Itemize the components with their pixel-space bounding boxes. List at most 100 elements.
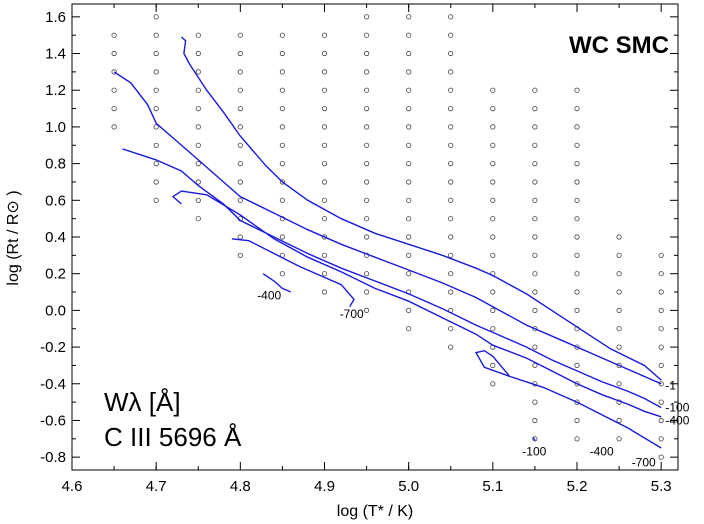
grid-point (111, 106, 117, 112)
grid-point (658, 381, 664, 387)
grid-point (532, 417, 538, 424)
grid-point (111, 87, 117, 93)
contour-label: -1 (665, 379, 676, 393)
grid-point (658, 326, 664, 332)
grid-point (153, 87, 159, 93)
grid-point (195, 142, 201, 148)
grid-point (616, 234, 622, 240)
grid-point (279, 50, 285, 57)
grid-point (616, 381, 622, 387)
grid-point (321, 289, 328, 295)
grid-point (237, 161, 243, 167)
grid-point (448, 87, 454, 93)
grid-point (279, 32, 285, 38)
grid-point (279, 271, 285, 277)
grid-point (363, 271, 370, 277)
x-tick-label: 5.1 (482, 478, 503, 495)
grid-point (532, 399, 538, 405)
grid-point (195, 179, 201, 185)
x-tick-label: 4.6 (62, 478, 83, 495)
grid-point (363, 289, 370, 295)
grid-point (574, 307, 580, 313)
grid-point (237, 69, 243, 75)
grid-point (616, 252, 622, 258)
grid-point (363, 87, 370, 93)
grid-point (153, 106, 159, 112)
grid-point (321, 271, 328, 277)
grid-point (490, 161, 496, 167)
grid-point (490, 289, 496, 295)
grid-point (237, 142, 243, 148)
grid-point (448, 271, 454, 277)
grid-point (406, 106, 412, 112)
grid-point (321, 69, 328, 75)
model-grid-points (111, 14, 664, 460)
grid-point (490, 381, 496, 387)
contour-label: -400 (665, 414, 689, 428)
contour-line (180, 36, 662, 381)
grid-point (532, 362, 538, 368)
grid-point (448, 50, 454, 57)
grid-point (574, 216, 580, 222)
grid-point (279, 69, 285, 75)
grid-point (532, 252, 538, 258)
grid-point (490, 124, 496, 130)
grid-point (616, 436, 622, 442)
grid-point (490, 362, 496, 368)
grid-point (448, 124, 454, 130)
grid-point (363, 106, 370, 112)
grid-point (532, 289, 538, 295)
x-tick-label: 4.8 (230, 478, 251, 495)
y-tick-label: -0.6 (40, 412, 66, 429)
grid-point (616, 362, 622, 368)
contour-line (122, 148, 662, 409)
grid-point (237, 124, 243, 130)
grid-point (574, 344, 580, 350)
grid-point (448, 216, 454, 222)
grid-point (574, 87, 580, 93)
grid-point (153, 14, 159, 20)
grid-point (406, 142, 412, 148)
grid-point (658, 344, 664, 350)
grid-point (658, 271, 664, 277)
x-tick-label: 4.9 (314, 478, 335, 495)
y-tick-label: 1.4 (45, 46, 66, 63)
contour-line (171, 190, 662, 418)
grid-point (448, 197, 454, 203)
grid-point (321, 234, 328, 240)
grid-point (574, 161, 580, 167)
grid-point (237, 50, 243, 57)
grid-point (490, 179, 496, 185)
grid-point (658, 436, 664, 442)
grid-point (153, 179, 159, 185)
grid-point (532, 326, 538, 332)
grid-point (321, 179, 328, 185)
grid-point (237, 234, 243, 240)
grid-point (448, 161, 454, 167)
grid-point (406, 69, 412, 75)
grid-point (532, 179, 538, 185)
grid-point (406, 252, 412, 258)
grid-point (658, 307, 664, 313)
grid-point (616, 417, 622, 424)
grid-point (279, 197, 285, 203)
contour-label: -100 (665, 401, 689, 415)
grid-point (490, 252, 496, 258)
grid-point (237, 32, 243, 38)
grid-point (363, 14, 370, 20)
grid-point (406, 307, 412, 313)
grid-point (111, 50, 117, 57)
grid-point (406, 197, 412, 203)
grid-point (574, 289, 580, 295)
y-tick-label: 0.0 (45, 302, 66, 319)
grid-point (321, 87, 328, 93)
grid-point (574, 234, 580, 240)
grid-point (574, 271, 580, 277)
grid-point (195, 32, 201, 38)
contour-label: -100 (522, 445, 546, 459)
y-tick-label: 0.8 (45, 156, 66, 173)
grid-point (448, 14, 454, 20)
grid-point (195, 197, 201, 203)
grid-point (532, 106, 538, 112)
y-tick-label: -0.4 (40, 376, 66, 393)
